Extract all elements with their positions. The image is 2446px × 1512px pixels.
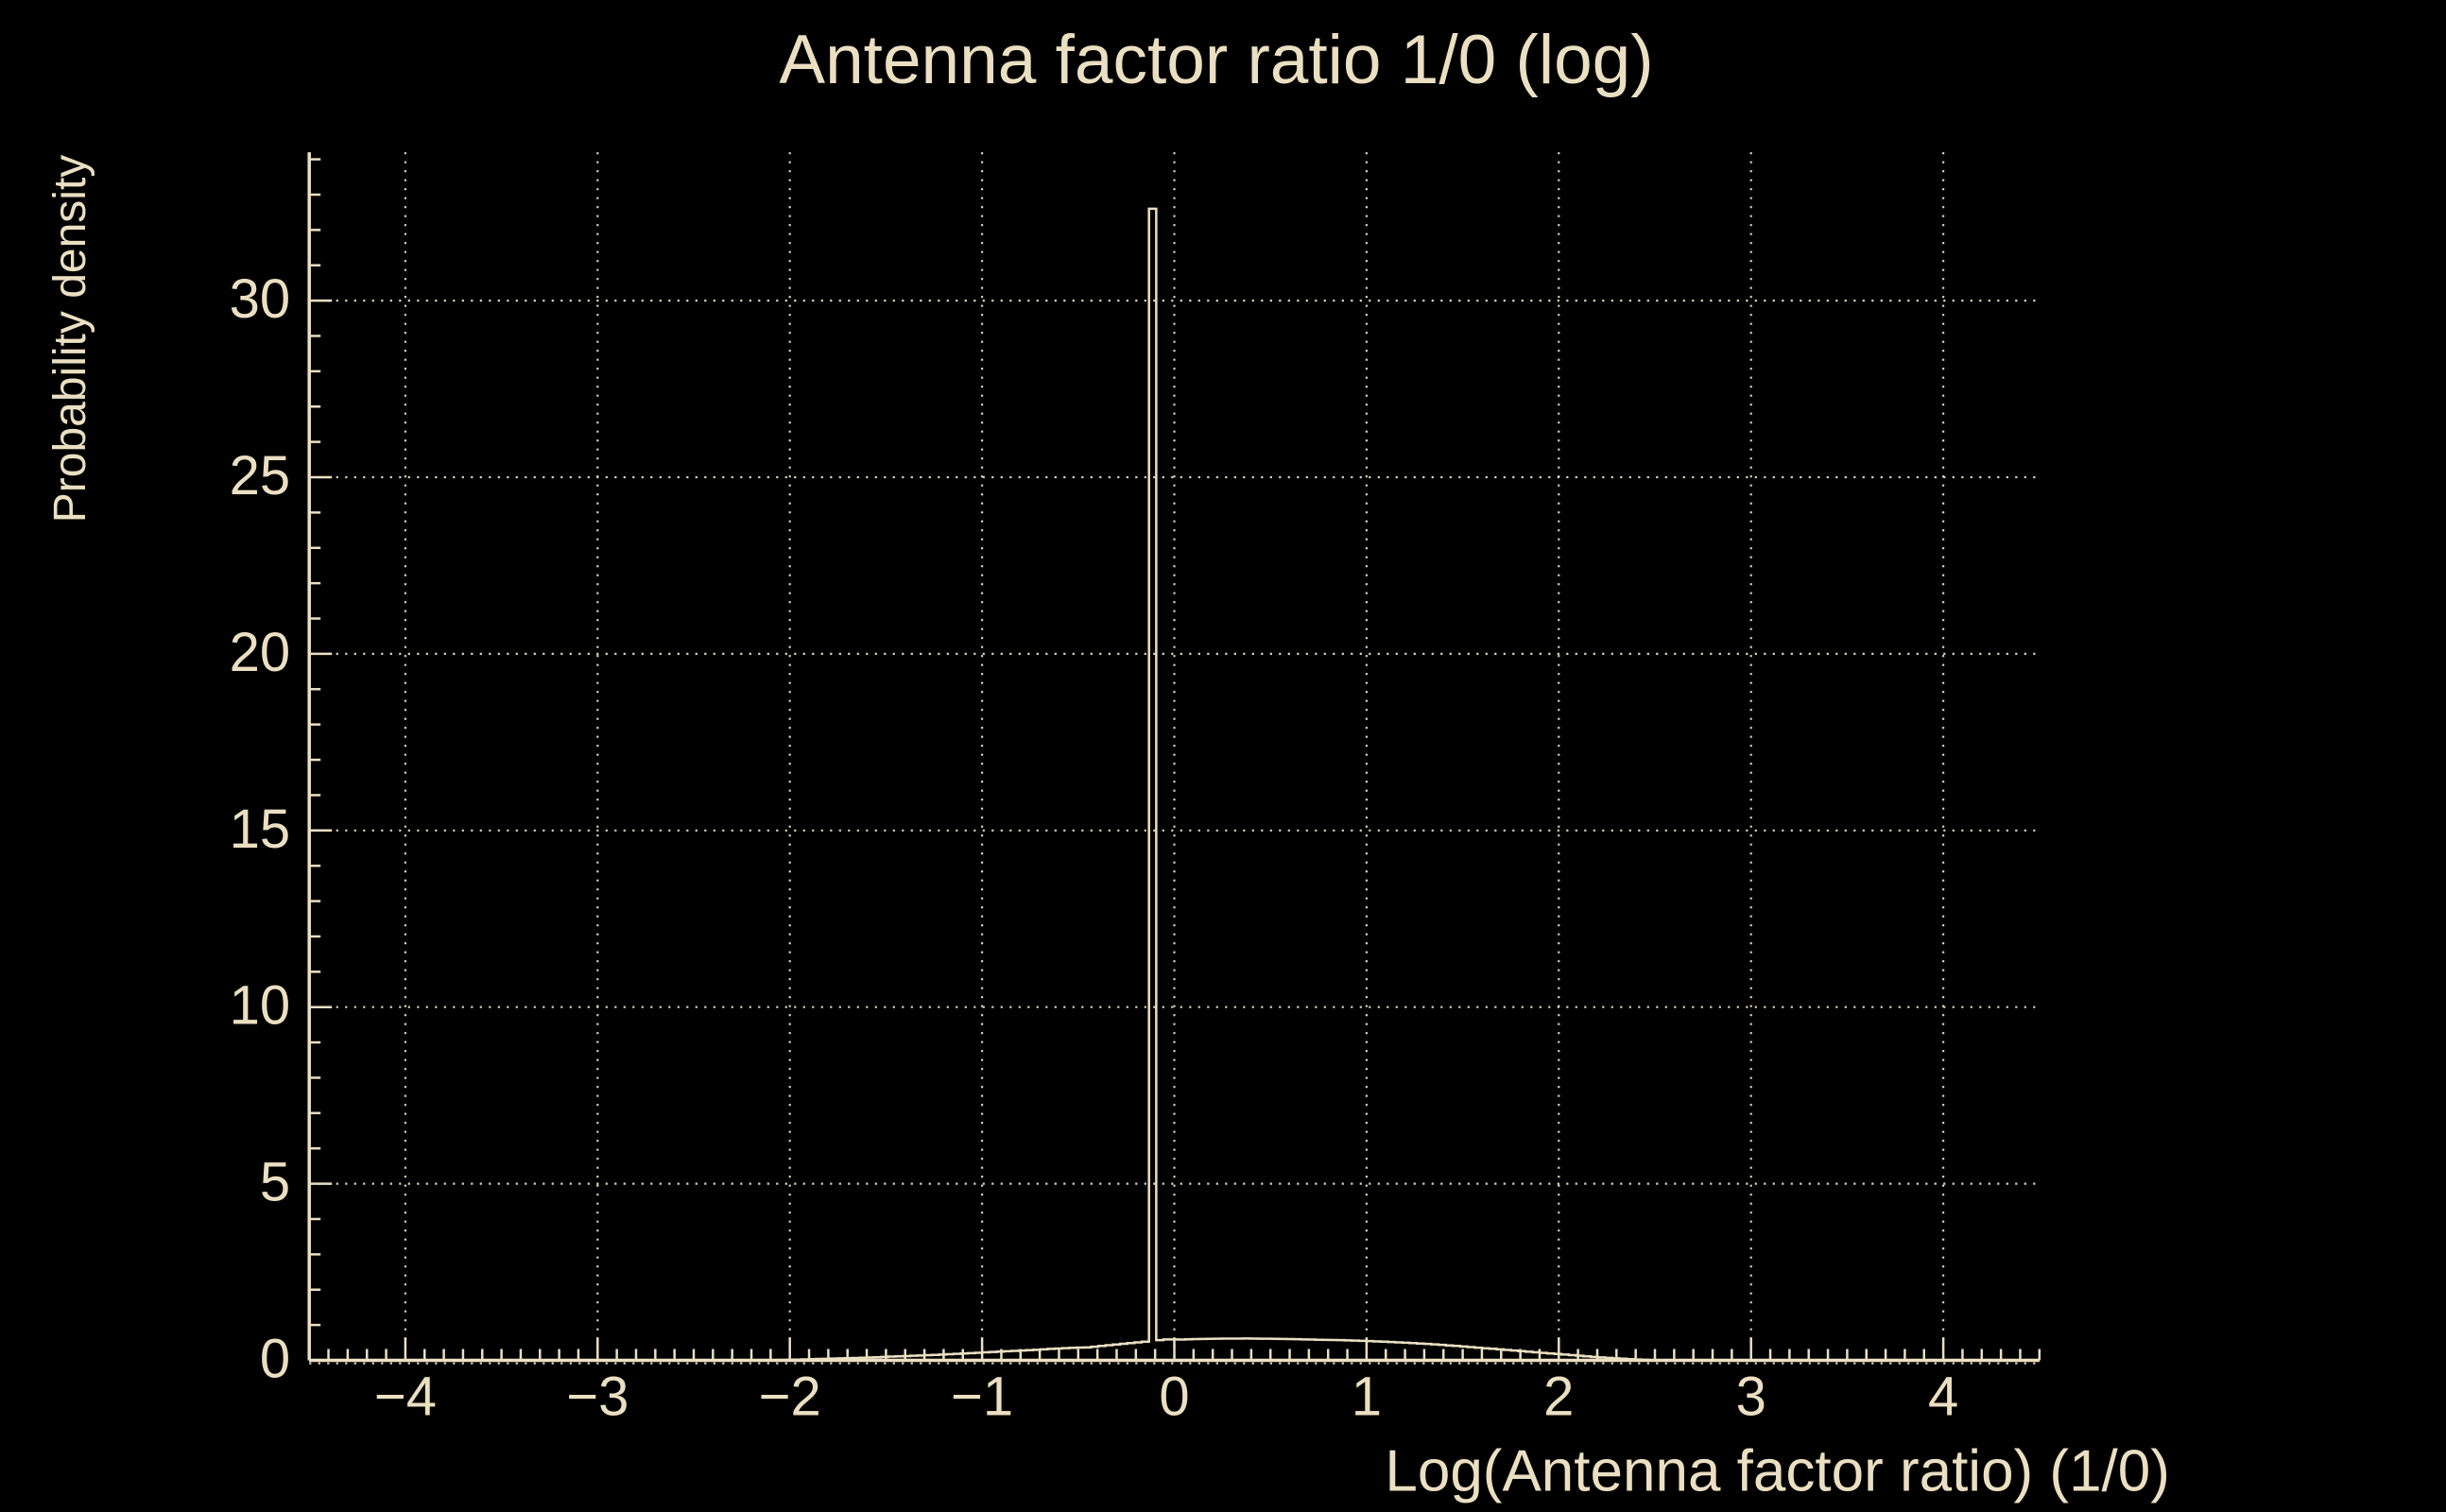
svg-text:Log(Antenna factor ratio) (1/0: Log(Antenna factor ratio) (1/0) — [1385, 1439, 2170, 1504]
svg-text:Probability density: Probability density — [45, 155, 95, 524]
svg-text:2: 2 — [1543, 1366, 1574, 1428]
svg-text:−1: −1 — [951, 1366, 1013, 1428]
svg-text:Antenna factor ratio 1/0 (log): Antenna factor ratio 1/0 (log) — [779, 22, 1653, 98]
svg-text:5: 5 — [260, 1152, 290, 1213]
svg-text:10: 10 — [230, 975, 291, 1037]
svg-text:25: 25 — [230, 445, 291, 507]
svg-text:3: 3 — [1736, 1366, 1766, 1428]
svg-text:4: 4 — [1928, 1366, 1958, 1428]
svg-text:20: 20 — [230, 622, 291, 683]
svg-text:−3: −3 — [566, 1366, 629, 1428]
svg-text:−2: −2 — [759, 1366, 821, 1428]
svg-text:−4: −4 — [374, 1366, 437, 1428]
svg-text:1: 1 — [1352, 1366, 1382, 1428]
svg-text:0: 0 — [1159, 1366, 1189, 1428]
svg-text:15: 15 — [230, 799, 291, 860]
svg-text:0: 0 — [260, 1329, 290, 1390]
svg-text:30: 30 — [230, 268, 291, 330]
